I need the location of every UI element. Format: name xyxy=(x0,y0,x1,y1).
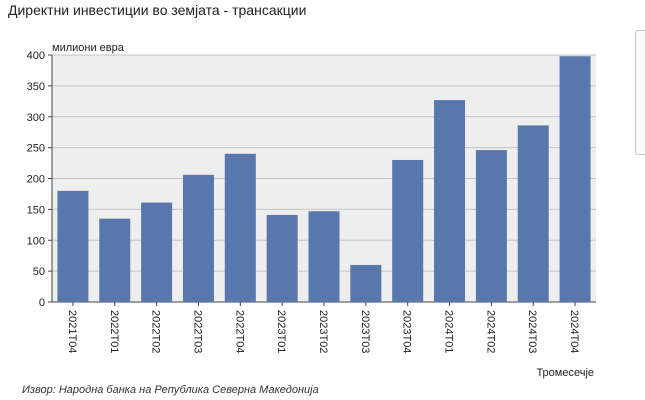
x-tick-label: 2024Т01 xyxy=(443,310,455,353)
y-tick-label: 300 xyxy=(27,112,45,124)
bar xyxy=(434,100,466,302)
bar xyxy=(475,150,507,302)
y-tick-label: 100 xyxy=(27,235,45,247)
bar xyxy=(57,190,89,302)
bar xyxy=(266,214,298,302)
y-tick-label: 200 xyxy=(27,174,45,186)
source-note: Извор: Народна банка на Република Северн… xyxy=(22,384,319,396)
chart-title: Директни инвестиции во земјата - трансак… xyxy=(8,2,307,18)
y-tick-label: 0 xyxy=(39,297,45,309)
bar xyxy=(141,202,173,302)
x-tick-label: 2023Т03 xyxy=(359,310,371,353)
x-tick-label: 2024Т04 xyxy=(568,310,580,353)
y-tick-label: 150 xyxy=(27,204,45,216)
x-tick-label: 2022Т04 xyxy=(233,310,245,353)
bar xyxy=(517,125,549,303)
bar xyxy=(308,211,340,302)
x-tick-label: 2023Т04 xyxy=(401,310,413,353)
x-tick-label: 2022Т03 xyxy=(191,310,203,353)
bar xyxy=(99,218,131,302)
bar xyxy=(182,174,214,302)
bar xyxy=(392,159,424,302)
x-axis-title: Тромесечје xyxy=(536,367,594,379)
bar xyxy=(224,153,256,302)
y-axis-title: милиони евра xyxy=(52,42,125,54)
y-tick-label: 50 xyxy=(33,266,45,278)
x-tick-label: 2022Т01 xyxy=(108,310,120,353)
bar xyxy=(559,56,591,302)
bar-chart: 0 50 100 150 200 250 300 350 400 2021Т04 2022Т01 20… xyxy=(27,42,596,379)
y-tick-label: 400 xyxy=(27,50,45,62)
x-tick-label: 2023Т01 xyxy=(275,310,287,353)
y-tick-label: 250 xyxy=(27,143,45,155)
x-tick-label: 2022Т02 xyxy=(150,310,162,353)
x-tick-label: 2024Т02 xyxy=(484,310,496,353)
y-tick-label: 350 xyxy=(27,81,45,93)
scrollbar[interactable] xyxy=(635,30,645,155)
x-tick-label: 2021Т04 xyxy=(66,310,78,353)
bar xyxy=(350,264,382,302)
x-tick-label: 2023Т02 xyxy=(317,310,329,353)
x-tick-label: 2024Т03 xyxy=(526,310,538,353)
